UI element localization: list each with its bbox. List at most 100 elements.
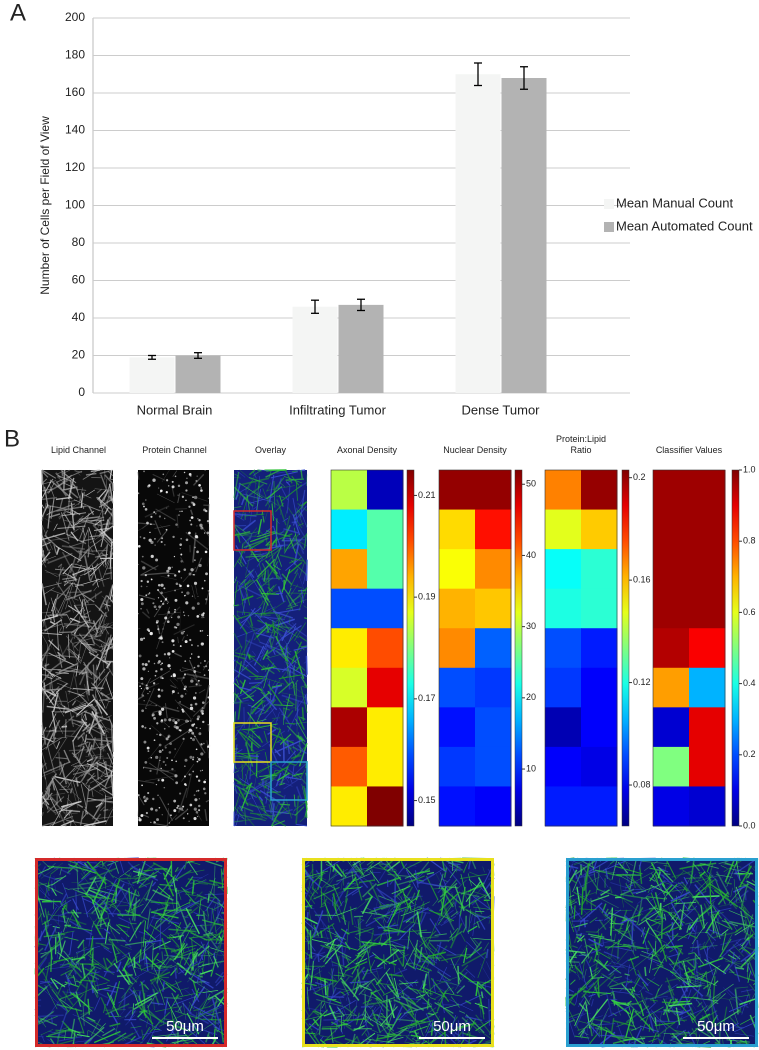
dot [141, 683, 143, 685]
heatmap-cell [331, 668, 368, 708]
dot [163, 587, 165, 589]
dot [180, 548, 181, 549]
dot [168, 567, 171, 570]
dot [183, 612, 184, 613]
dot [195, 692, 196, 693]
heatmap-cell [331, 470, 368, 510]
dot [184, 673, 186, 675]
dot [161, 541, 163, 543]
bar [176, 356, 221, 394]
dot [170, 814, 172, 816]
y-tick-label: 60 [72, 273, 86, 287]
dot [202, 701, 205, 704]
dot [184, 775, 186, 777]
heatmap-cell [653, 470, 690, 510]
dot [208, 724, 209, 725]
heatmap-cell [545, 589, 582, 629]
fiber [284, 538, 285, 547]
dot [173, 800, 176, 803]
dot [200, 743, 202, 745]
fiber [42, 477, 43, 483]
heatmap-cell [653, 510, 690, 550]
dot [201, 712, 203, 714]
dot [196, 790, 197, 791]
heatmap-cell [545, 549, 582, 589]
bar [456, 74, 501, 393]
dot [165, 747, 167, 749]
dot [167, 603, 168, 604]
dot [155, 544, 156, 545]
dot [180, 807, 183, 810]
dot [158, 597, 159, 598]
dot [156, 722, 158, 724]
dot [194, 582, 197, 585]
dot [187, 635, 188, 636]
dot [158, 695, 161, 698]
dot [197, 757, 198, 758]
dot [194, 547, 196, 549]
fiber [656, 1017, 657, 1025]
dot [164, 616, 167, 619]
x-tick-label: Normal Brain [137, 402, 213, 417]
dot [207, 635, 208, 636]
dot [160, 591, 163, 594]
fiber [613, 1003, 626, 1004]
dot [164, 728, 166, 730]
dot [198, 484, 201, 487]
dot [200, 630, 202, 632]
dot [200, 489, 203, 492]
dot [152, 715, 154, 717]
dot [160, 668, 163, 671]
dot [194, 808, 197, 811]
dot [204, 792, 206, 794]
dot [204, 580, 206, 582]
dot [175, 761, 177, 763]
dot [176, 623, 179, 626]
dot [145, 708, 146, 709]
dot [167, 664, 170, 667]
dot [162, 473, 164, 475]
dot [198, 564, 201, 567]
dot [160, 676, 163, 679]
y-tick-label: 160 [65, 85, 85, 99]
dot [164, 653, 166, 655]
dot [188, 721, 189, 722]
dot [187, 585, 190, 588]
dot [178, 808, 180, 810]
dot [156, 655, 158, 657]
dot [155, 822, 156, 823]
dot [196, 536, 199, 539]
dot [157, 628, 159, 630]
dot [194, 736, 195, 737]
heatmap-cell [581, 510, 618, 550]
dot [189, 520, 191, 522]
dot [140, 608, 142, 610]
dot [144, 761, 147, 764]
fiber [296, 683, 297, 711]
dot [159, 515, 161, 517]
dot [192, 738, 195, 741]
dot [166, 737, 169, 740]
heatmap-cell [545, 786, 582, 826]
dot [144, 741, 147, 744]
dot [185, 500, 186, 501]
heatmap-cell [367, 510, 404, 550]
dot [165, 764, 166, 765]
dot [204, 660, 206, 662]
dot [159, 807, 161, 809]
dot [166, 479, 168, 481]
dot [178, 570, 180, 572]
heatmap-cell [439, 510, 476, 550]
dot [165, 598, 167, 600]
dot [171, 675, 173, 677]
dot [177, 616, 180, 619]
dot [175, 748, 176, 749]
dot [179, 701, 180, 702]
heatmap-cell [439, 470, 476, 510]
dot [184, 783, 186, 785]
bar [502, 78, 547, 393]
dot [188, 732, 190, 734]
dot [203, 509, 206, 512]
dot [183, 677, 185, 679]
heatmap-cell [367, 747, 404, 787]
